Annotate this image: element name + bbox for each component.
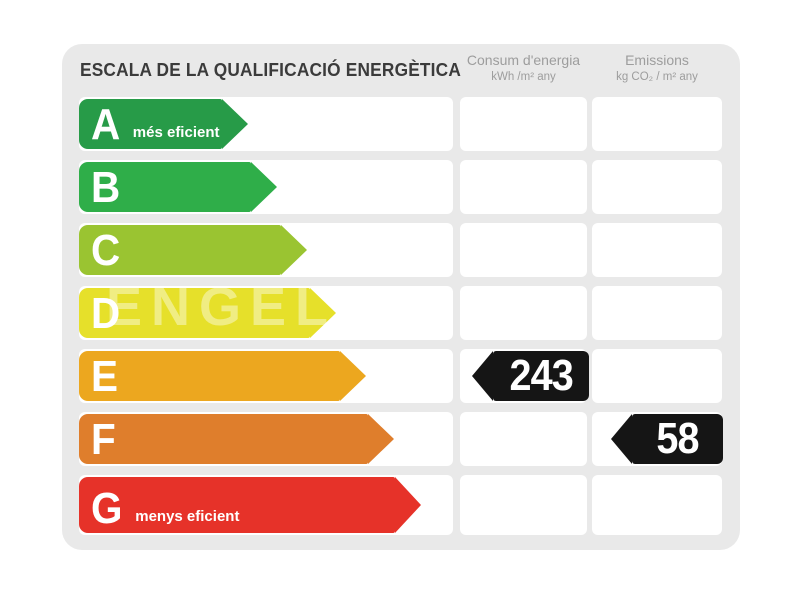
- rating-note: més eficient: [132, 124, 220, 141]
- rating-letter: F: [91, 415, 116, 464]
- rating-row-a: A més eficient: [62, 97, 740, 151]
- consum-value: 243: [509, 351, 573, 400]
- rating-row-e: E 243: [62, 349, 740, 403]
- rating-row-g: G menys eficient: [62, 475, 740, 535]
- rating-row-c: C: [62, 223, 740, 277]
- rating-note: menys eficient: [135, 508, 240, 525]
- rating-arrow-f: F: [79, 414, 394, 464]
- rating-letter: G: [91, 484, 123, 533]
- emissions-cell: [592, 286, 722, 340]
- page-title: ESCALA DE LA QUALIFICACIÓ ENERGÈTICA: [80, 60, 461, 80]
- rating-letter: B: [91, 163, 121, 212]
- emissions-cell: [592, 223, 722, 277]
- consum-cell: [460, 223, 587, 277]
- rating-row-d: D: [62, 286, 740, 340]
- rating-arrow-c: C: [79, 225, 307, 275]
- energy-scale-card: ESCALA DE LA QUALIFICACIÓ ENERGÈTICA Con…: [62, 44, 740, 550]
- column-header-emissions: Emissions kg CO₂ / m² any: [592, 52, 722, 85]
- consum-cell: [460, 475, 587, 535]
- rating-arrow-a: A més eficient: [79, 99, 248, 149]
- consum-column-unit: kWh /m² any: [491, 71, 556, 83]
- rating-letter: C: [91, 226, 121, 275]
- rating-row-f: F 58: [62, 412, 740, 466]
- emissions-cell: [592, 475, 722, 535]
- rating-arrow-e: E: [79, 351, 366, 401]
- column-header-consum: Consum d'energia kWh /m² any: [460, 52, 587, 85]
- emissions-value-marker-body: 58: [632, 414, 723, 464]
- consum-value-marker-body: 243: [493, 351, 589, 401]
- emissions-value: 58: [656, 414, 699, 463]
- emissions-column-label: Emissions: [625, 52, 689, 68]
- consum-cell: [460, 412, 587, 466]
- consum-value-marker: 243: [472, 351, 589, 401]
- consum-cell: [460, 160, 587, 214]
- consum-cell: [460, 97, 587, 151]
- rating-letter: D: [91, 289, 121, 338]
- rating-letter: E: [91, 352, 119, 401]
- emissions-cell: [592, 349, 722, 403]
- emissions-cell: [592, 97, 722, 151]
- rating-arrow-d: D: [79, 288, 336, 338]
- emissions-value-marker: 58: [611, 414, 723, 464]
- consum-column-label: Consum d'energia: [466, 52, 581, 68]
- emissions-cell: [592, 160, 722, 214]
- rating-arrow-b: B: [79, 162, 277, 212]
- rating-arrow-g: G menys eficient: [79, 477, 421, 533]
- emissions-column-unit: kg CO₂ / m² any: [616, 71, 698, 83]
- rating-letter: A: [91, 100, 121, 149]
- consum-cell: [460, 286, 587, 340]
- rating-row-b: B: [62, 160, 740, 214]
